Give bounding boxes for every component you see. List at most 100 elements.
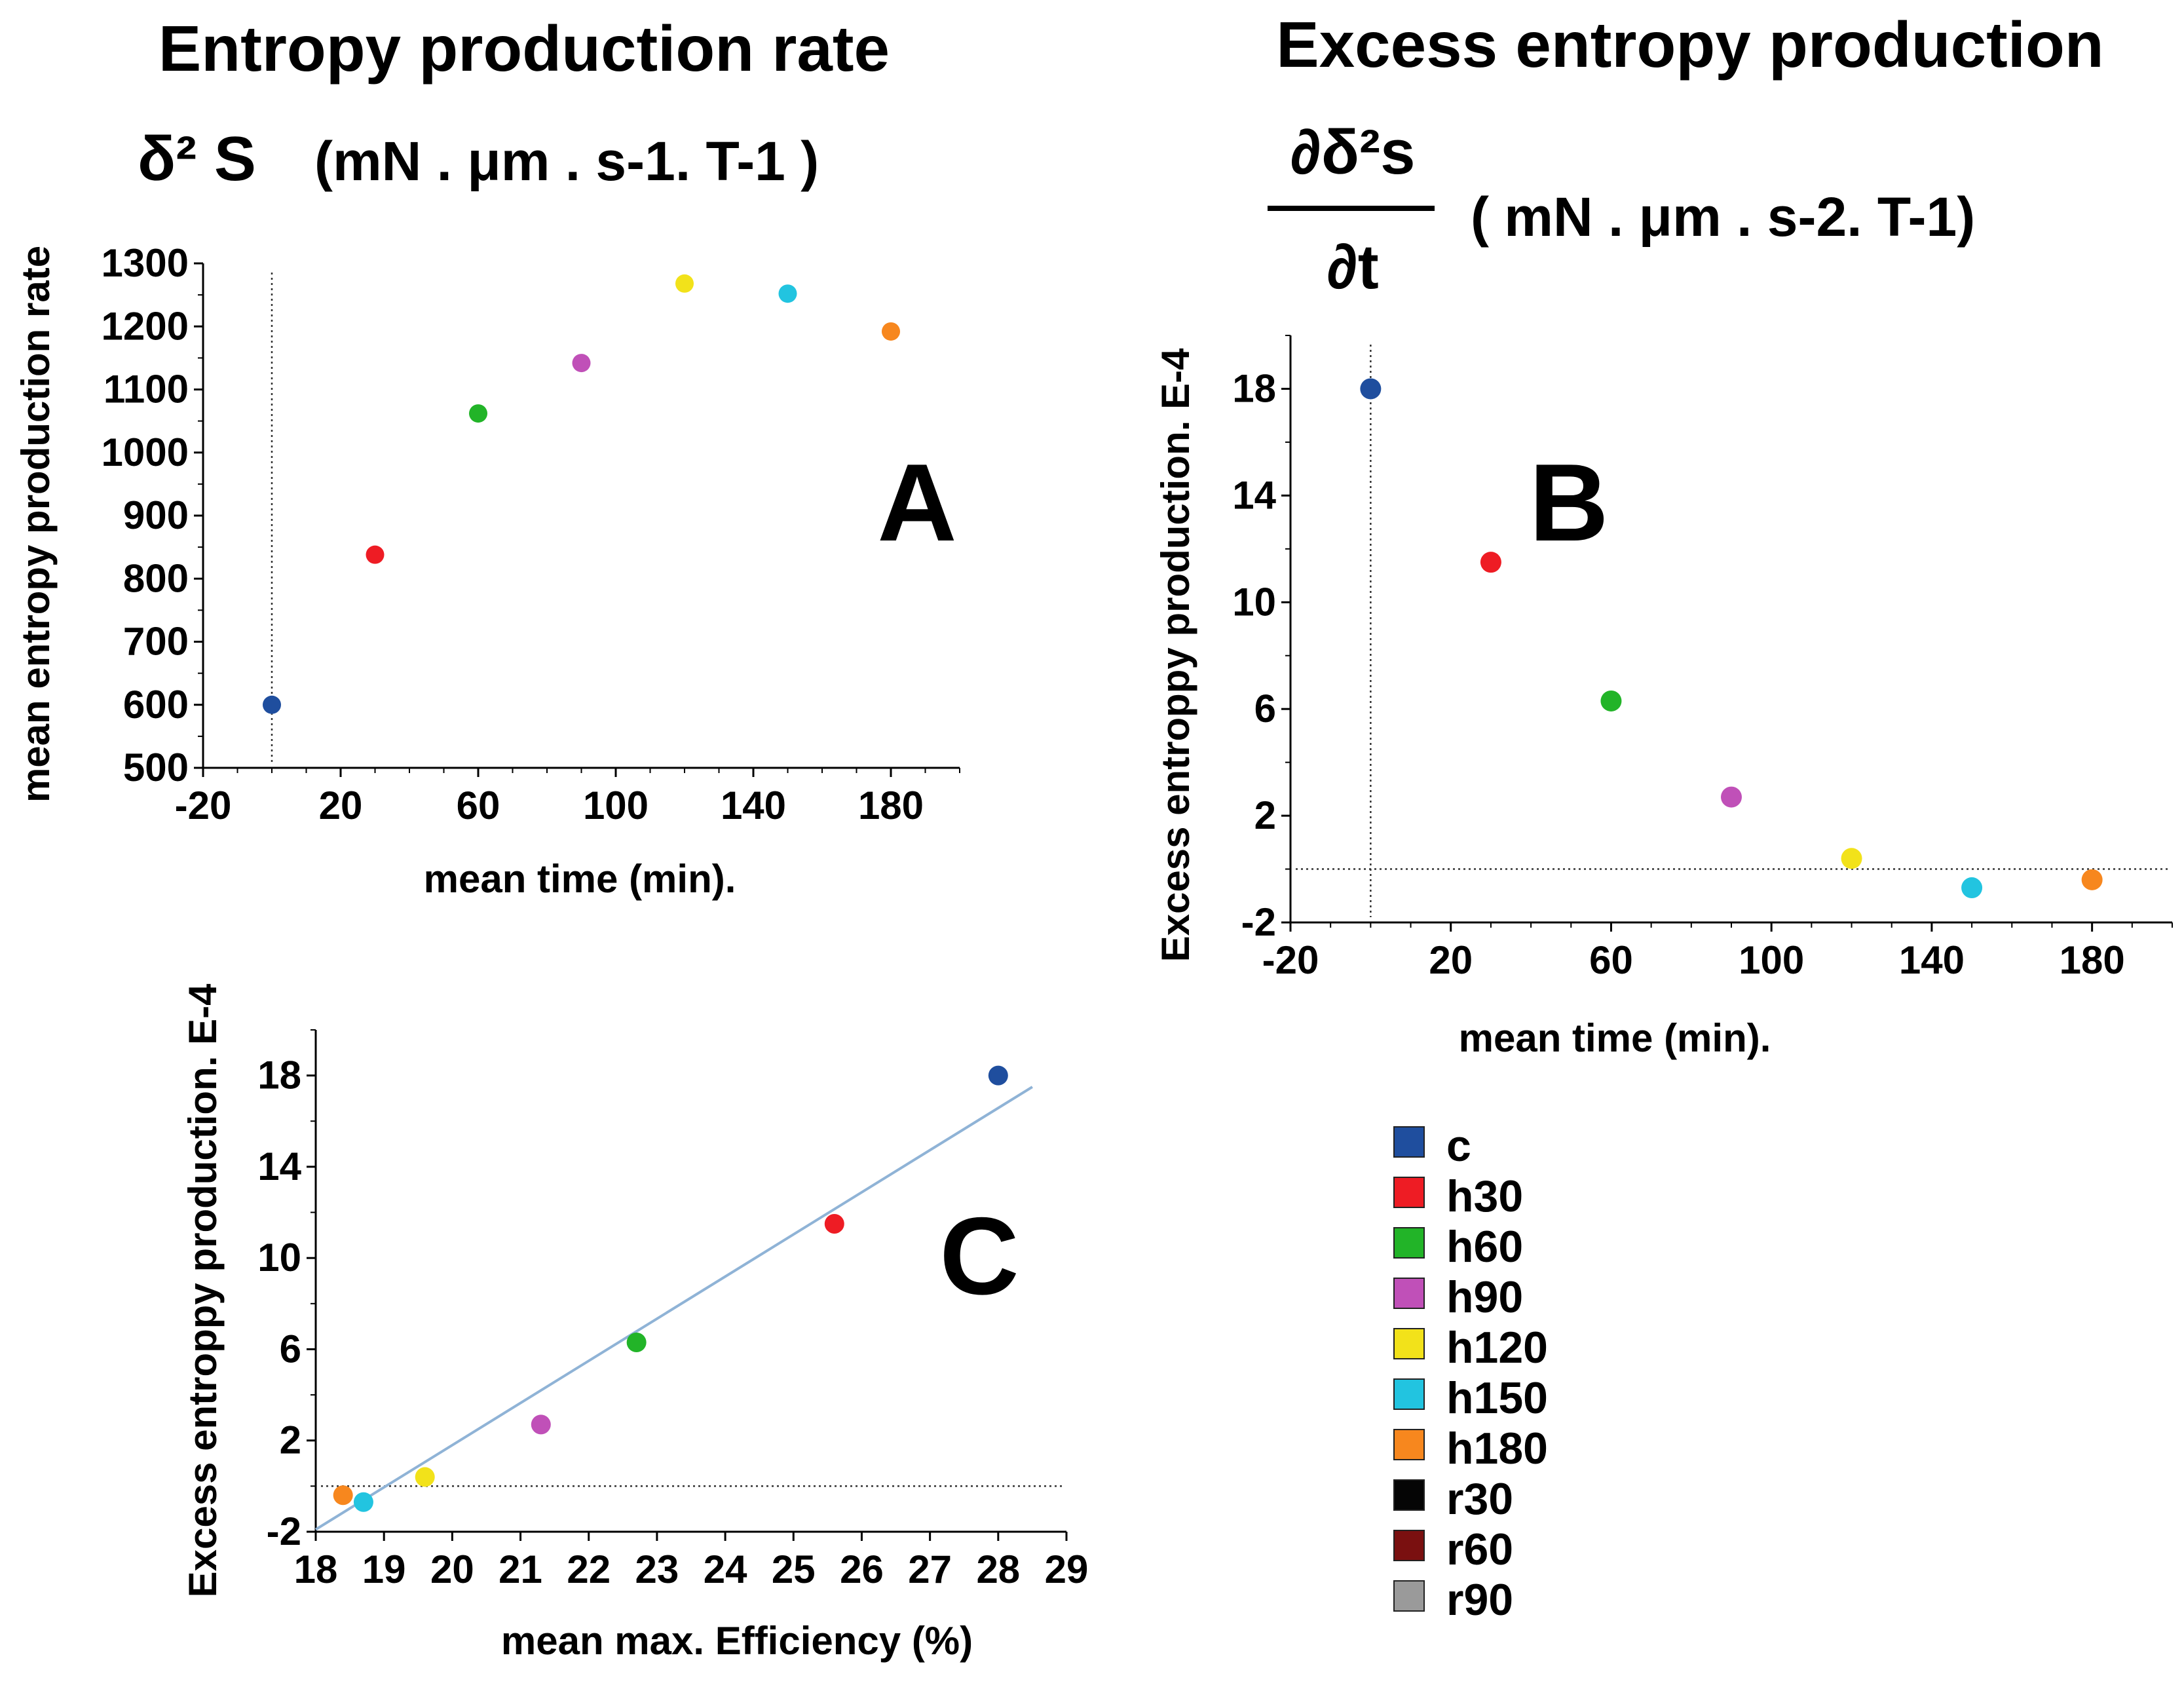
panel-a-point-c	[263, 695, 281, 714]
panel-a-x-tick-label: 180	[858, 784, 924, 827]
panel-b-letter: B	[1529, 441, 1608, 564]
panel-c-x-tick-label: 23	[635, 1547, 679, 1591]
panel-c-point-h90	[531, 1414, 551, 1435]
panel-c-point-h150	[353, 1492, 373, 1512]
legend-label-r30: r30	[1446, 1474, 1513, 1524]
panel-a-y-tick-label: 1100	[104, 368, 189, 411]
panel-a-point-h150	[778, 284, 797, 303]
panel-c-point-h30	[824, 1213, 844, 1234]
panel-a-y-axis-title: mean entropy production rate	[14, 246, 58, 803]
panel-c-x-tick-label: 21	[499, 1547, 542, 1591]
legend-label-h60: h60	[1446, 1222, 1523, 1272]
legend-label-h90: h90	[1446, 1272, 1523, 1322]
panel-c-letter: C	[939, 1194, 1019, 1317]
panel-c-y-tick-label: 6	[280, 1327, 301, 1371]
panel-b-point-h60	[1600, 690, 1622, 711]
panel-a-y-tick-label: 700	[123, 620, 189, 664]
panel-b-point-c	[1360, 378, 1382, 400]
panel-c-x-tick-label: 24	[704, 1547, 747, 1591]
panel-b-y-tick-label: 10	[1232, 580, 1276, 624]
legend-swatch-c	[1393, 1126, 1425, 1158]
symbol-b-denominator: ∂t	[1327, 232, 1378, 302]
panel-b-x-tick-label: 20	[1429, 938, 1473, 982]
panel-c-y-tick-label: 10	[257, 1236, 301, 1279]
panel-a-y-tick-label: 500	[123, 746, 189, 789]
panel-b-point-h120	[1841, 848, 1862, 869]
units-a: (mN . μm . s-1. T-1 )	[314, 130, 819, 192]
panel-a-point-h60	[469, 404, 487, 423]
panel-a-x-axis-title: mean time (min).	[424, 857, 736, 901]
panel-a-point-h30	[366, 545, 385, 564]
panel-b-x-tick-label: 180	[2060, 938, 2125, 982]
panel-b-point-h180	[2081, 869, 2103, 890]
panel-a-point-h180	[882, 322, 900, 341]
panel-b-chart: -20 20 60 100 140 180 -2 2 6 10 14 18 mean time (mi…	[1154, 335, 2173, 1060]
panel-b-point-h30	[1480, 552, 1501, 573]
legend-swatch-h150	[1393, 1378, 1425, 1410]
panel-c-x-tick-label: 20	[430, 1547, 474, 1591]
panel-b-x-axis-title: mean time (min).	[1459, 1016, 1771, 1060]
panel-c-fit-line	[314, 1086, 1033, 1531]
panel-b-x-tick-label: 60	[1589, 938, 1633, 982]
legend-label-c: c	[1446, 1121, 1471, 1171]
panel-b-x-tick-label: 100	[1739, 938, 1804, 982]
panel-c-y-axis-title: Excess entroppy production. E-4	[181, 983, 225, 1597]
panel-b-point-h90	[1721, 786, 1742, 808]
panel-a-y-tick-label: 900	[123, 493, 189, 537]
panel-a-letter: A	[877, 441, 956, 564]
legend-swatch-h120	[1393, 1328, 1425, 1359]
panel-a-point-h120	[675, 274, 694, 293]
legend-swatch-h180	[1393, 1429, 1425, 1460]
panel-c-x-tick-label: 19	[362, 1547, 406, 1591]
panel-b-y-axis-title: Excess entroppy production. E-4	[1154, 348, 1197, 962]
panel-a-chart: -20 20 60 100 140 180 500 600 700 800 900 1000 1100 1…	[14, 241, 960, 901]
panel-c-x-tick-label: 25	[772, 1547, 816, 1591]
panel-a-x-tick-label: 140	[721, 784, 786, 827]
legend-swatch-r60	[1393, 1530, 1425, 1561]
panel-a-y-tick-label: 1300	[102, 241, 189, 285]
panel-c-point-h180	[333, 1485, 353, 1506]
legend-swatch-r30	[1393, 1479, 1425, 1511]
panel-c-y-tick-label: -2	[267, 1509, 301, 1553]
panel-c-x-tick-label: 22	[567, 1547, 611, 1591]
panel-a-y-tick-label: 1200	[102, 304, 189, 348]
panel-c-x-tick-label: 26	[840, 1547, 884, 1591]
panel-c-y-tick-label: 18	[257, 1053, 301, 1097]
panel-c-y-tick-label: 2	[280, 1418, 301, 1462]
legend-label-r60: r60	[1446, 1525, 1513, 1574]
symbol-b-numerator: ∂δ²s	[1290, 117, 1415, 187]
legend-swatch-r90	[1393, 1580, 1425, 1612]
panel-c-point-h120	[415, 1467, 435, 1487]
panel-c-y-tick-label: 14	[257, 1145, 301, 1188]
panel-b-x-tick-label: -20	[1262, 938, 1319, 982]
panel-b-y-tick-label: 18	[1232, 366, 1276, 410]
panel-a-y-tick-label: 600	[123, 683, 189, 727]
panel-b-y-tick-label: 6	[1254, 687, 1276, 730]
panel-a-point-h90	[572, 354, 591, 373]
legend-label-h180: h180	[1446, 1424, 1548, 1473]
panel-a-x-tick-label: -20	[175, 784, 232, 827]
header-b: Excess entropy production	[1276, 9, 2103, 81]
panel-c-x-tick-label: 29	[1045, 1547, 1089, 1591]
panel-b-y-tick-label: 14	[1232, 473, 1276, 517]
panel-b-point-h150	[1961, 877, 1983, 899]
panel-a-x-tick-label: 60	[457, 784, 500, 827]
legend-label-h30: h30	[1446, 1171, 1523, 1221]
panel-b-x-tick-label: 140	[1899, 938, 1965, 982]
panel-a-x-tick-label: 20	[319, 784, 363, 827]
panel-c-x-axis-title: mean max. Efficiency (%)	[501, 1619, 973, 1663]
panel-c-point-c	[988, 1065, 1008, 1086]
symbol-a: δ² S	[138, 124, 256, 194]
legend-label-r90: r90	[1446, 1575, 1513, 1625]
panel-a-y-tick-label: 800	[123, 556, 189, 600]
legend-swatch-h60	[1393, 1227, 1425, 1259]
units-b: ( mN . μm . s-2. T-1)	[1471, 186, 1975, 248]
legend-swatch-h30	[1393, 1177, 1425, 1208]
legend-swatch-h90	[1393, 1278, 1425, 1309]
panel-b-y-tick-label: 2	[1254, 793, 1276, 837]
panel-c-x-tick-label: 28	[976, 1547, 1020, 1591]
panel-c-x-tick-label: 27	[908, 1547, 952, 1591]
